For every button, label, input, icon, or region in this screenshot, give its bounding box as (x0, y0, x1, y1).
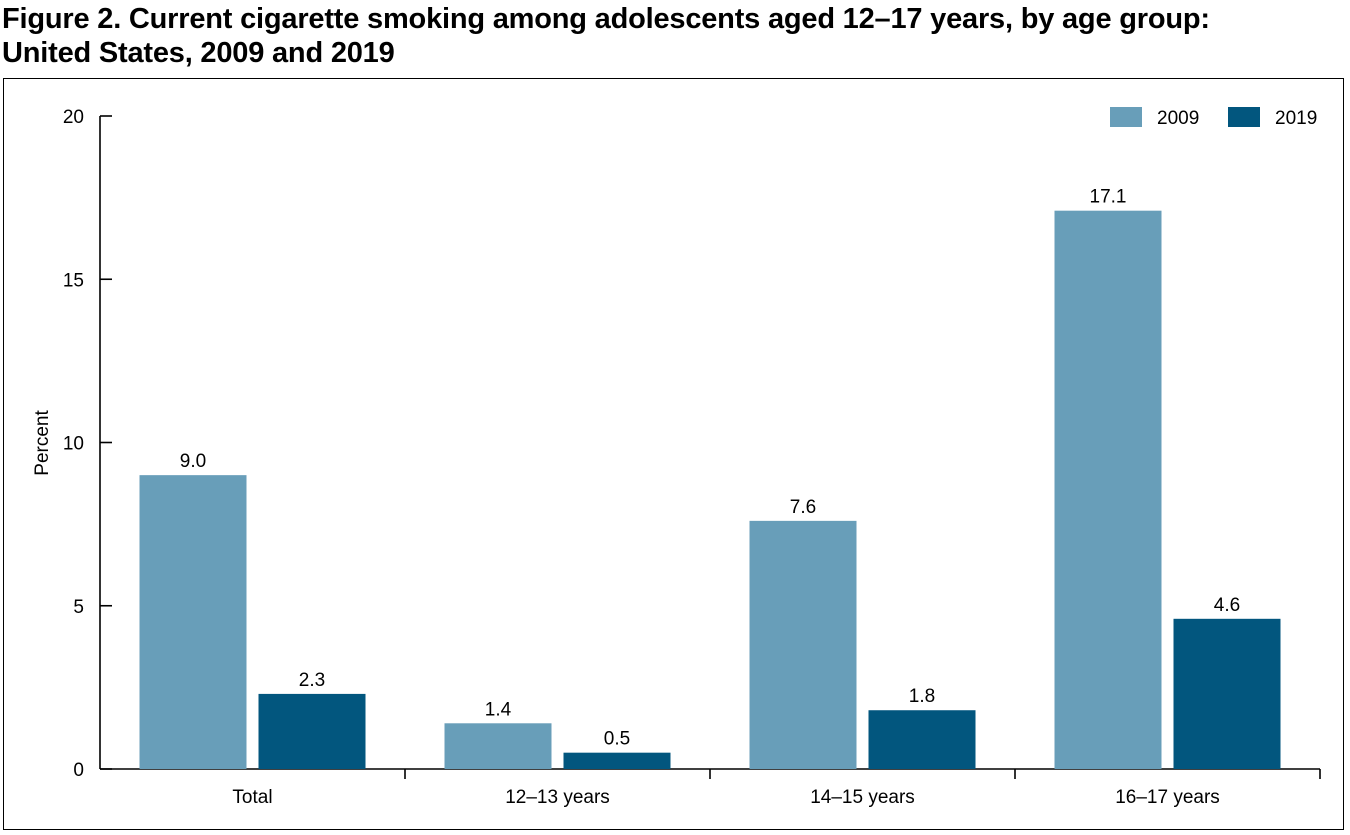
chart-title-line-2: United States, 2009 and 2019 (2, 37, 395, 69)
data-label: 17.1 (1090, 187, 1127, 208)
y-tick-label: 15 (63, 270, 84, 291)
x-tick-label: Total (232, 787, 272, 808)
chart-frame (3, 78, 1344, 830)
bars: 9.0 2.3 1.4 0.5 7.6 1.8 17.1 4.6 (139, 187, 1281, 769)
data-label: 2.3 (299, 670, 325, 691)
y-tick-label: 0 (73, 760, 84, 781)
x-tick-label: 14–15 years (810, 787, 915, 808)
bar (749, 520, 857, 769)
x-tick-label: 16–17 years (1115, 787, 1220, 808)
bar (444, 723, 552, 769)
bar (258, 693, 366, 769)
bar (139, 475, 247, 769)
legend-swatch (1110, 107, 1142, 127)
data-label: 9.0 (180, 451, 206, 472)
y-tick-label: 20 (63, 107, 84, 128)
bar (563, 752, 671, 769)
bar (1173, 618, 1281, 769)
data-label: 4.6 (1214, 595, 1240, 616)
data-label: 1.4 (485, 699, 512, 720)
legend-swatch (1228, 107, 1260, 127)
chart-title-line-1: Figure 2. Current cigarette smoking amon… (2, 3, 1210, 35)
data-label: 1.8 (909, 686, 935, 707)
y-tick-label: 10 (63, 434, 84, 455)
data-label: 0.5 (604, 729, 630, 750)
bar (1054, 210, 1162, 769)
data-label: 7.6 (790, 497, 816, 518)
chart-title: Figure 2. Current cigarette smoking amon… (2, 2, 1342, 70)
legend-label: 2009 (1157, 108, 1199, 129)
y-tick-label: 5 (73, 597, 84, 618)
legend-label: 2019 (1275, 108, 1317, 129)
y-axis-title: Percent (32, 410, 53, 476)
x-tick-label: 12–13 years (505, 787, 610, 808)
legend: 2009 2019 (1110, 107, 1317, 129)
bar (868, 710, 976, 769)
